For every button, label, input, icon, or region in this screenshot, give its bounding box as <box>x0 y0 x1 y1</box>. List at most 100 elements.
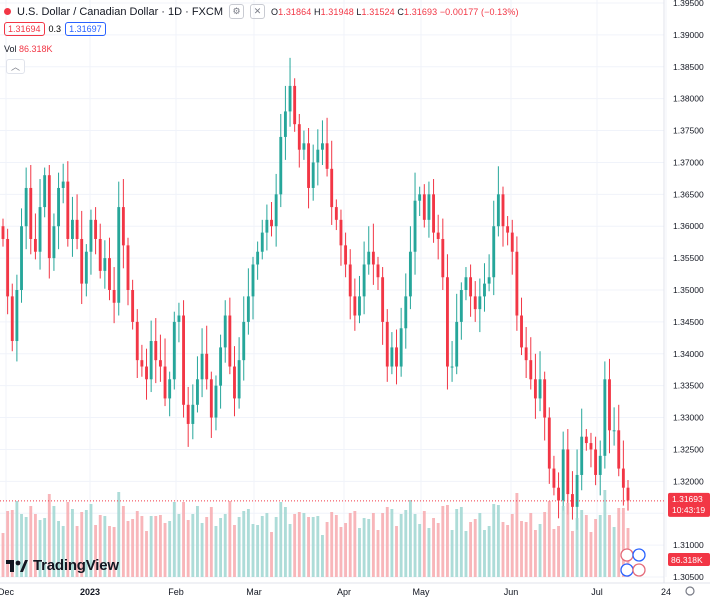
candle-body <box>557 487 560 501</box>
volume-bar <box>80 512 84 577</box>
candle-body <box>580 436 584 475</box>
lightning-event-icon <box>620 563 634 577</box>
candle-body <box>274 194 278 227</box>
candle-body <box>399 328 403 367</box>
volume-bar <box>6 511 10 577</box>
volume-bar <box>172 502 176 577</box>
volume-bar <box>108 526 111 577</box>
candle-body <box>621 468 625 488</box>
volume-bar <box>163 523 167 577</box>
candle-body <box>418 194 422 201</box>
candle-body <box>524 347 528 361</box>
candle-body <box>422 194 426 220</box>
candle-body <box>367 251 371 265</box>
volume-bar <box>561 506 565 577</box>
candle-body <box>427 194 431 220</box>
candle-body <box>432 194 435 233</box>
candle-body <box>478 296 482 310</box>
collapse-legend-button[interactable]: ︿ <box>6 59 25 74</box>
candle-body <box>209 379 213 418</box>
candle-body <box>510 232 514 252</box>
volume-bar <box>381 513 385 577</box>
price-axis-tick: 1.39000 <box>673 30 704 40</box>
volume-bar <box>432 518 435 577</box>
candle-body <box>404 296 408 329</box>
candle-body <box>589 443 593 450</box>
volume-bar <box>256 525 260 577</box>
candle-body <box>140 360 144 367</box>
volume-bar <box>293 514 297 577</box>
candle-body <box>20 226 23 290</box>
volume-bar <box>103 516 107 577</box>
candle-body <box>43 175 47 208</box>
volume-bar <box>297 512 301 577</box>
candle-body <box>75 219 79 239</box>
volume-bar <box>547 501 551 577</box>
volume-bar <box>89 504 93 577</box>
settings-gear-icon[interactable] <box>685 586 695 596</box>
candle-body <box>33 238 37 252</box>
volume-bar <box>524 522 528 577</box>
volume-bar <box>135 511 139 577</box>
candle-body <box>594 449 598 475</box>
candle-body <box>29 187 33 239</box>
volume-bar <box>464 531 468 577</box>
volume-bar <box>307 517 310 577</box>
candle-body <box>608 379 611 431</box>
volume-bar <box>191 514 195 577</box>
symbol-title[interactable]: U.S. Dollar / Canadian Dollar · 1D · FXC… <box>17 5 224 18</box>
candle-body <box>145 366 148 380</box>
volume-bar <box>344 523 348 577</box>
candle-body <box>450 366 454 368</box>
sell-button[interactable]: 1.31694 <box>4 22 45 36</box>
volume-bar <box>177 514 181 577</box>
candle-body <box>506 226 510 233</box>
candle-body <box>121 207 125 246</box>
candle-body <box>538 379 542 399</box>
candle-body <box>288 85 292 112</box>
volume-bar <box>24 517 28 577</box>
countdown-value: 10:43:19 <box>672 505 705 515</box>
volume-bar <box>478 513 482 577</box>
volume-bar <box>279 502 283 577</box>
close-icon[interactable]: ✕ <box>250 4 266 19</box>
candle-body <box>191 404 195 424</box>
candle-body <box>117 207 121 303</box>
volume-bar <box>47 494 51 577</box>
price-axis-tick: 1.38500 <box>673 62 704 72</box>
volume-bar <box>325 522 329 577</box>
time-axis-tick: Feb <box>168 587 184 597</box>
volume-bar <box>589 532 593 577</box>
candle-body <box>325 143 329 169</box>
volume-bar <box>121 506 125 577</box>
volume-bar <box>168 521 172 577</box>
candle-body <box>483 283 486 297</box>
volume-bar <box>38 520 42 577</box>
volume-bar <box>205 517 209 577</box>
volume-bar <box>492 504 496 577</box>
volume-bar <box>566 503 570 577</box>
volume-bar <box>617 508 621 577</box>
candle-body <box>529 360 533 380</box>
volume-bar <box>395 526 398 577</box>
trade-buttons: 1.31694 0.3 1.31697 <box>4 22 106 36</box>
volume-bar <box>496 505 500 577</box>
volume-tag-value: 86.318K <box>671 555 703 565</box>
candle-body <box>223 315 227 348</box>
settings-icon[interactable]: ⚙ <box>229 4 245 19</box>
volume-bar <box>228 501 232 577</box>
volume-bar <box>404 510 408 577</box>
volume-bar <box>436 523 440 577</box>
volume-bar <box>371 513 375 577</box>
buy-button[interactable]: 1.31697 <box>65 22 106 36</box>
volume-bar <box>43 518 47 577</box>
volume-bar <box>209 507 213 577</box>
volume-bar <box>154 516 158 577</box>
candle-body <box>302 143 306 150</box>
price-axis-tick: 1.39500 <box>673 0 704 8</box>
price-axis-tick: 1.33500 <box>673 381 704 391</box>
volume-bar <box>75 526 79 577</box>
volume-bar <box>520 521 523 577</box>
